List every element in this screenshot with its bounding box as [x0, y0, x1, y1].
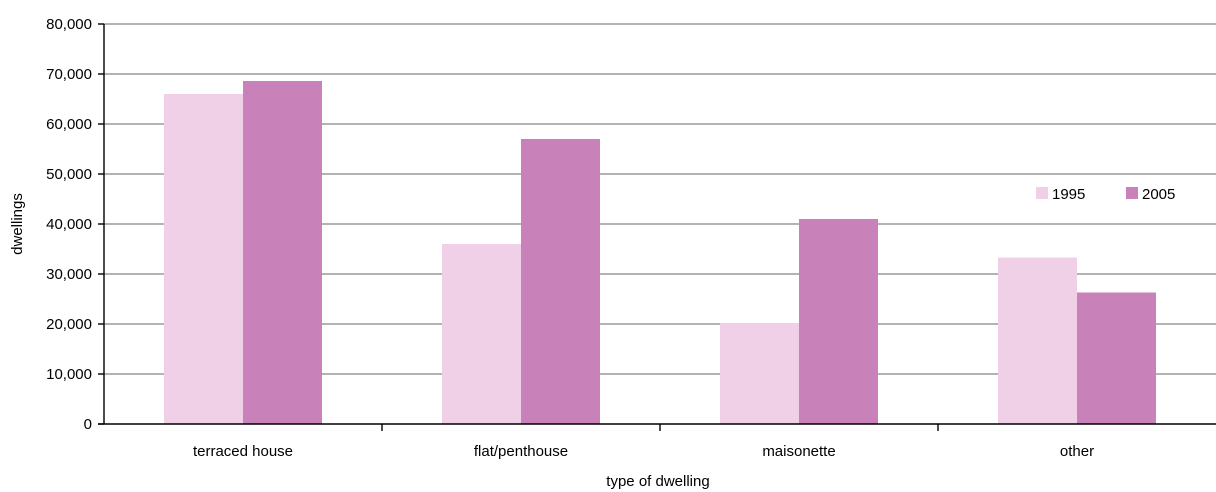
y-tick-label: 40,000: [46, 216, 92, 233]
bar-2005-3: [799, 219, 878, 424]
legend-label-1995: 1995: [1052, 186, 1085, 203]
y-tick-label: 20,000: [46, 316, 92, 333]
bars: [164, 81, 1156, 424]
y-axis-title: dwellings: [9, 193, 26, 255]
y-tick-label: 70,000: [46, 66, 92, 83]
x-category-label: flat/penthouse: [474, 443, 568, 460]
axes: [98, 23, 1216, 431]
legend-swatch-2005: [1126, 187, 1138, 199]
x-category-label: other: [1060, 443, 1094, 460]
bar-1995-2: [442, 244, 521, 424]
y-tick-label: 0: [84, 416, 92, 433]
legend: 1995 2005: [1036, 186, 1175, 203]
x-axis-title: type of dwelling: [606, 473, 709, 490]
bar-2005-4: [1077, 292, 1156, 424]
bar-1995-4: [998, 257, 1077, 424]
legend-swatch-1995: [1036, 187, 1048, 199]
y-tick-label: 30,000: [46, 266, 92, 283]
bar-2005-2: [521, 139, 600, 424]
x-category-label: terraced house: [193, 443, 293, 460]
y-tick-label: 50,000: [46, 166, 92, 183]
x-category-labels: terraced house flat/penthouse maisonette ot…: [193, 443, 1094, 460]
y-tick-labels: 0 10,000 20,000 30,000 40,000 50,000 60,000 70,…: [46, 16, 92, 433]
y-tick-label: 10,000: [46, 366, 92, 383]
bar-1995-3: [720, 323, 799, 424]
x-category-label: maisonette: [762, 443, 835, 460]
y-tick-label: 60,000: [46, 116, 92, 133]
bar-2005-1: [243, 81, 322, 424]
bar-1995-1: [164, 94, 243, 424]
legend-label-2005: 2005: [1142, 186, 1175, 203]
y-tick-label: 80,000: [46, 16, 92, 33]
